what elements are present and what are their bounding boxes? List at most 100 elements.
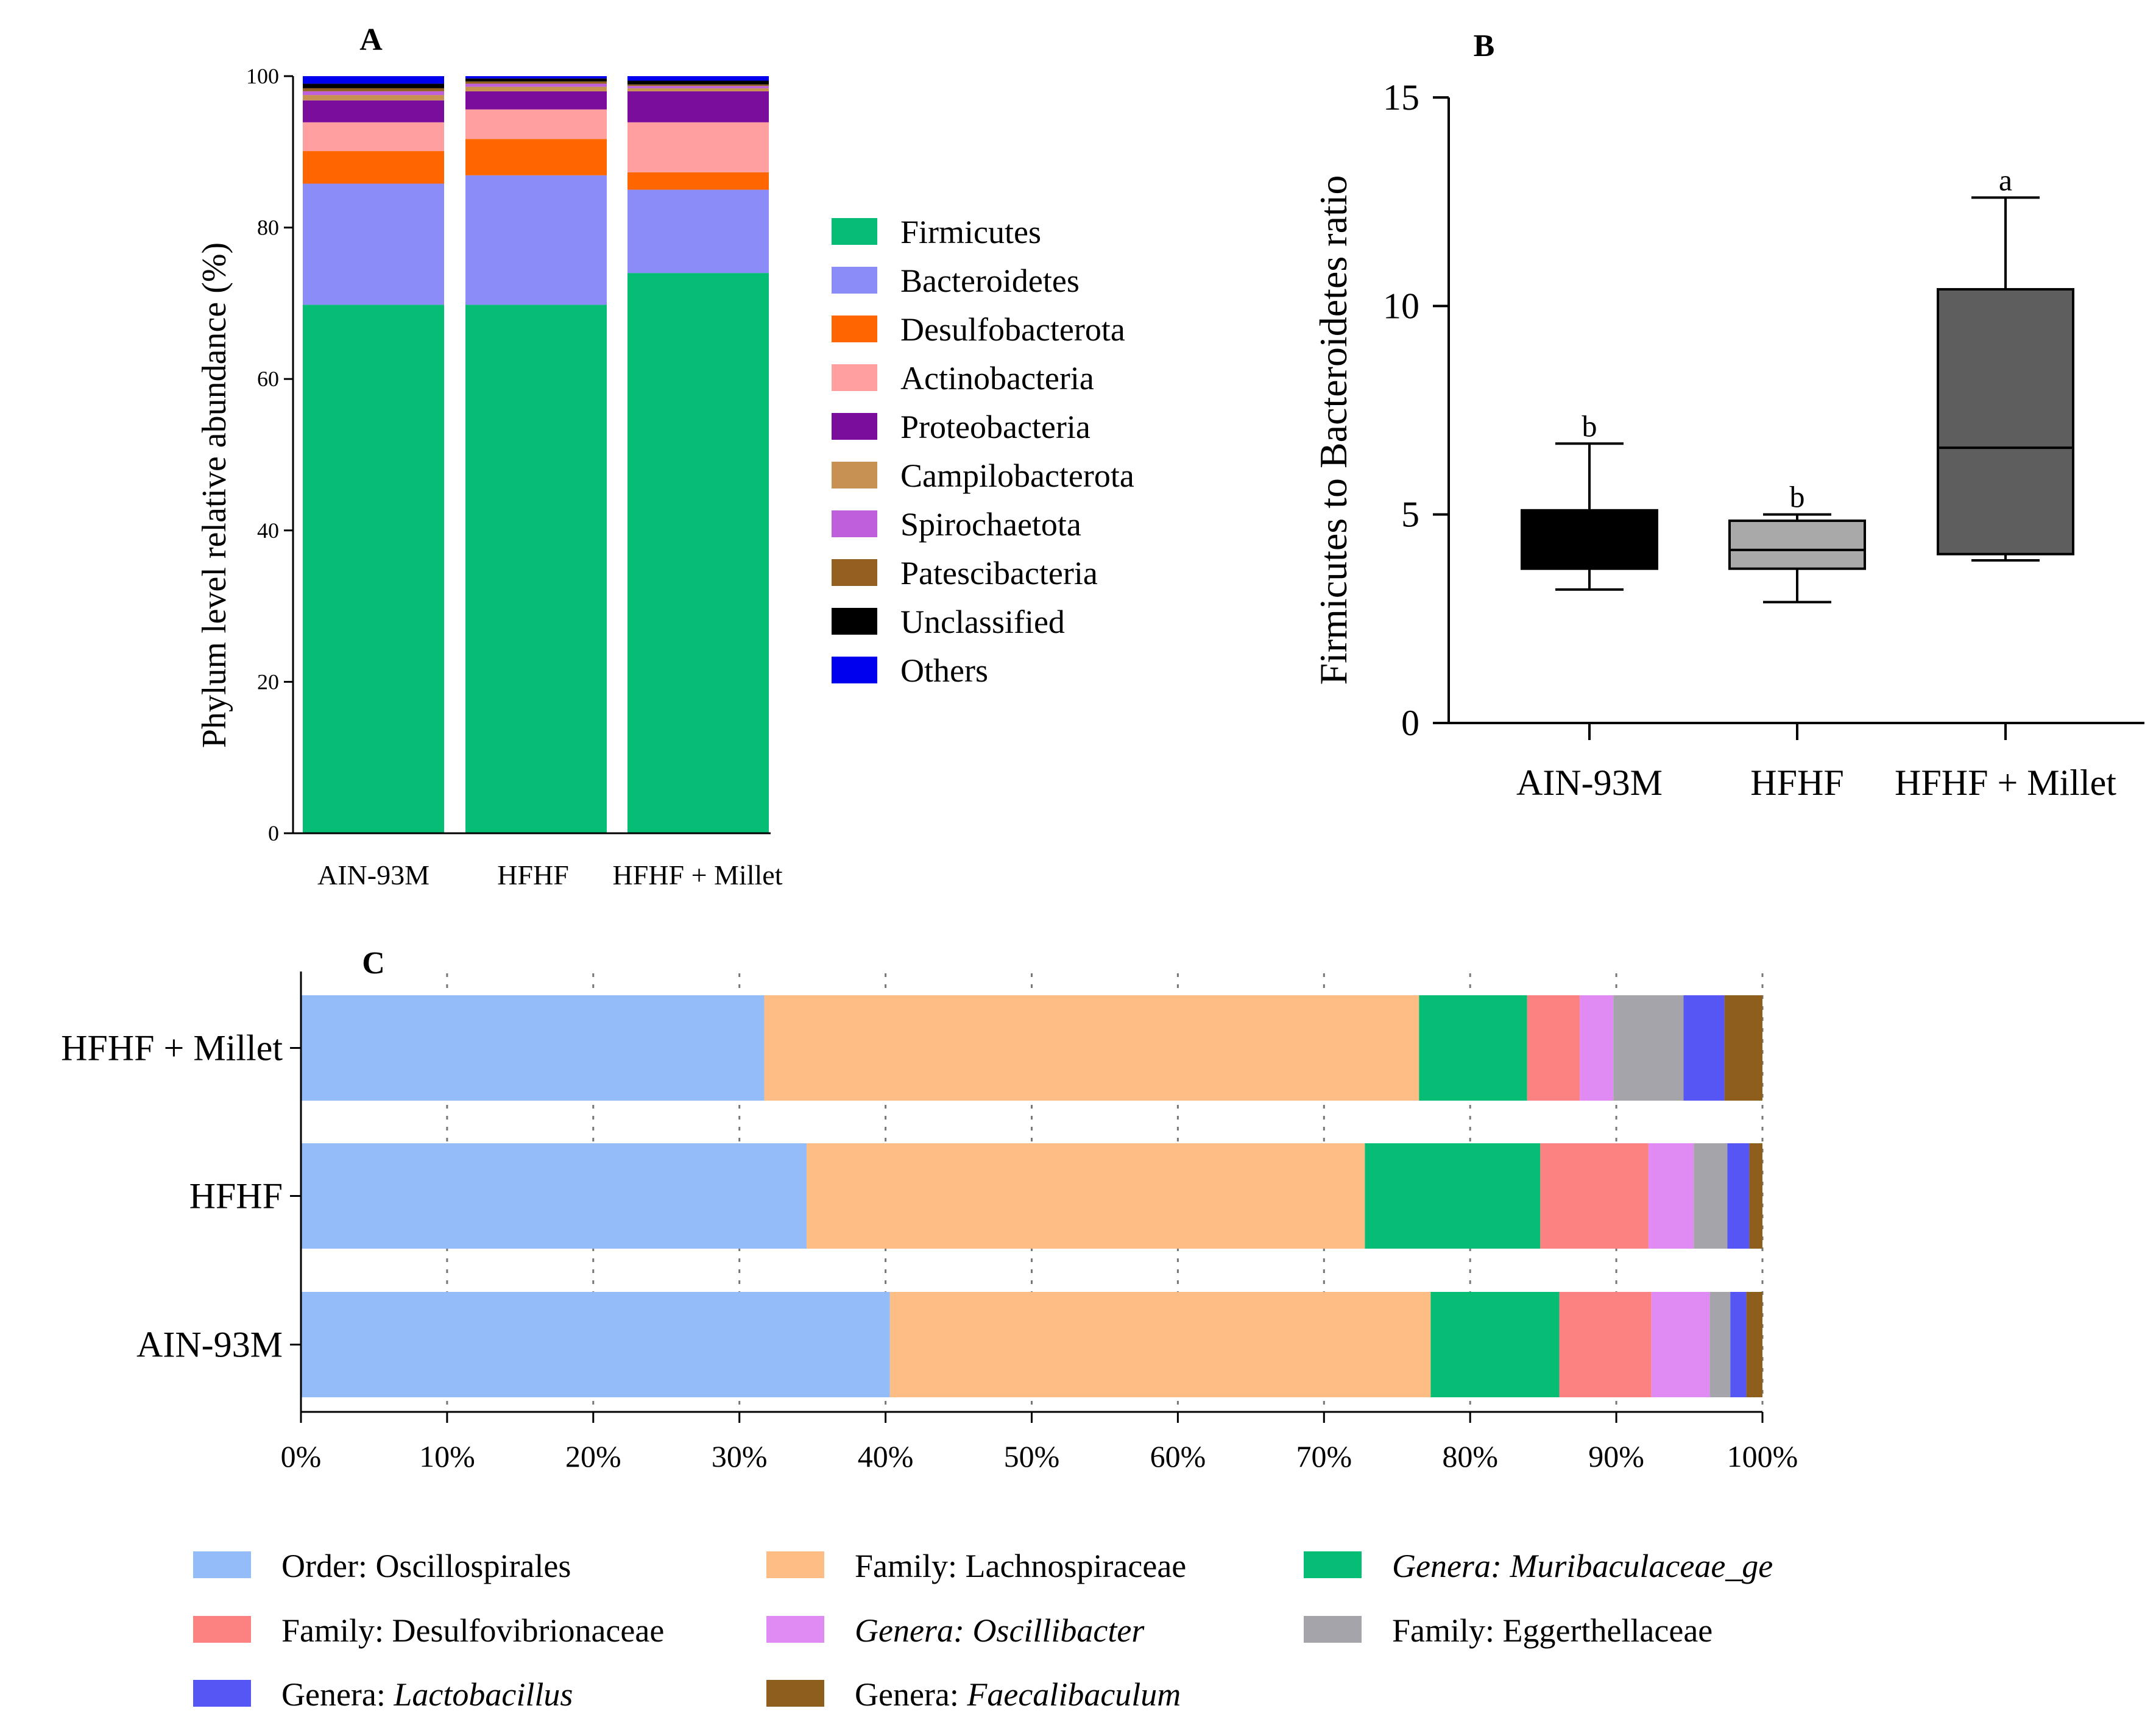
legend-label-lachnospiraceae: Family: Lachnospiraceae [855,1548,1186,1584]
panel-b: B Firmicutes to Bacteroidetes ratio 0 5 10… [1312,29,2144,803]
legend-label-oscillospirales: Order: Oscillospirales [281,1548,571,1584]
x-tick-label: 20% [565,1439,621,1473]
bar-hfhf-campilobacterota [465,86,607,91]
bar-ain-93m-proteobacteria [303,100,444,122]
legend-prefix: Genera: [855,1676,967,1713]
y-tick-label: 10 [1383,286,1419,326]
bar-hfhf-unclassified [465,78,607,82]
legend-swatch-bacteroidetes [832,267,877,294]
category-label-ain-93m: AIN-93M [136,1325,283,1365]
bar-ain-93m-muribaculaceae-ge [1430,1292,1560,1397]
y-tick-label: 0 [1401,703,1419,743]
legend-taxon: Faecalibaculum [966,1676,1181,1713]
panel-c-x-ticks: 0% 10% 20% 30% 40% 50% 60% 70% 80% 90% 100% [281,1412,1798,1473]
bar-hfhf-desulfovibrionaceae [1540,1143,1649,1249]
bar-hfhf-millet-bacteroidetes [627,189,769,273]
legend-taxon: Lactobacillus [393,1676,573,1713]
panel-a-y-axis-label: Phylum level relative abundance (%) [196,242,233,748]
y-tick-label: 100 [246,64,279,88]
bar-hfhf-faecalibaculum [1749,1143,1762,1249]
panel-b-boxes: b AIN-93M b HFHF a HFHF + Millet [1516,163,2116,803]
bar-ain-93m-lactobacillus [1730,1292,1747,1397]
category-label-ain-93m: AIN-93M [317,859,429,891]
legend-swatch-desulfovibrionaceae [193,1616,251,1643]
legend-prefix: Genera: [281,1676,394,1713]
bar-hfhf-millet-proteobacteria [627,91,769,122]
bar-hfhf-millet-eggerthellaceae [1613,995,1684,1101]
x-tick-label: 10% [419,1439,475,1473]
bar-hfhf-millet-actinobacteria [627,122,769,172]
legend-swatch-others [832,657,877,683]
legend-swatch-actinobacteria [832,364,877,391]
category-label-hfhf: HFHF [189,1176,283,1216]
panel-b-label: B [1474,29,1495,63]
bar-ain-93m-lachnospiraceae [889,1292,1431,1397]
y-tick-label: 15 [1383,77,1419,118]
panel-a: A Phylum level relative abundance (%) 0 2… [196,23,1134,891]
panel-c-label: C [362,946,385,981]
legend-label-unclassified: Unclassified [900,604,1065,640]
bar-ain-93m-desulfovibrionaceae [1559,1292,1652,1397]
legend-label-patescibacteria: Patescibacteria [900,555,1098,591]
category-label-hfhf: HFHF [497,859,569,891]
legend-swatch-faecalibaculum [766,1680,824,1707]
legend-prefix: Family: [855,1548,966,1584]
x-tick-label: 50% [1004,1439,1060,1473]
legend-label-actinobacteria: Actinobacteria [900,360,1094,397]
bar-hfhf-eggerthellaceae [1694,1143,1728,1249]
x-tick-label: 30% [712,1439,768,1473]
legend-swatch-oscillibacter [766,1616,824,1643]
legend-swatch-proteobacteria [832,413,877,440]
panel-c-bars [301,995,1762,1397]
legend-taxon: Oscillibacter [972,1612,1145,1649]
legend-label-lactobacillus: Genera: Lactobacillus [281,1676,573,1713]
legend-swatch-lactobacillus [193,1680,251,1707]
bar-ain-93m-firmicutes [303,305,444,833]
bar-hfhf-desulfobacterota [465,139,607,175]
legend-taxon: Muribaculaceae_ge [1509,1548,1773,1584]
category-label-hfhf-millet: HFHF + Millet [61,1028,283,1068]
bar-ain-93m-desulfobacterota [303,151,444,184]
bar-ain-93m-actinobacteria [303,122,444,152]
legend-swatch-desulfobacterota [832,316,877,342]
legend-label-eggerthellaceae: Family: Eggerthellaceae [1392,1612,1712,1649]
panel-a-x-categories: AIN-93M HFHF HFHF + Millet [317,859,783,891]
legend-label-bacteroidetes: Bacteroidetes [900,263,1080,299]
legend-prefix: Family: [281,1612,392,1649]
bar-hfhf-millet-oscillospirales [301,995,765,1101]
bar-hfhf-millet-unclassified [627,80,769,85]
legend-label-faecalibaculum: Genera: Faecalibaculum [855,1676,1181,1713]
significance-label-hfhf: b [1790,480,1805,514]
y-tick-label: 80 [257,216,279,240]
panel-c-y-categories: HFHF + Millet HFHF AIN-93M [61,1028,301,1365]
bar-hfhf-millet-desulfovibrionaceae [1527,995,1580,1101]
bar-ain-93m-oscillospirales [301,1292,890,1397]
significance-label-hfhf-millet: a [1999,163,2012,197]
legend-taxon: Oscillospirales [375,1548,571,1584]
legend-swatch-patescibacteria [832,559,877,586]
bar-ain-93m-campilobacterota [303,95,444,101]
bar-hfhf-actinobacteria [465,109,607,139]
bar-hfhf-millet-spirochaetota [627,86,769,88]
bar-ain-93m-eggerthellaceae [1709,1292,1731,1397]
bar-ain-93m-faecalibaculum [1746,1292,1762,1397]
legend-taxon: Eggerthellaceae [1503,1612,1713,1649]
legend-label-firmicutes: Firmicutes [900,214,1041,250]
legend-swatch-lachnospiraceae [766,1551,824,1578]
bar-ain-93m-unclassified [303,83,444,88]
category-label-hfhf: HFHF [1750,763,1843,803]
legend-swatch-eggerthellaceae [1304,1616,1362,1643]
legend-label-spirochaetota: Spirochaetota [900,506,1081,543]
panel-a-bars [303,76,769,833]
bar-ain-93m-oscillibacter [1651,1292,1710,1397]
legend-swatch-campilobacterota [832,462,877,488]
legend-prefix: Genera: [855,1612,972,1649]
category-label-ain-93m: AIN-93M [1516,763,1663,803]
legend-taxon: Desulfovibrionaceae [392,1612,665,1649]
legend-prefix: Order: [281,1548,375,1584]
bar-hfhf-lactobacillus [1727,1143,1750,1249]
x-tick-label: 0% [281,1439,322,1473]
bar-hfhf-patescibacteria [465,81,607,84]
box-ain-93m [1521,509,1658,570]
x-tick-label: 60% [1150,1439,1206,1473]
